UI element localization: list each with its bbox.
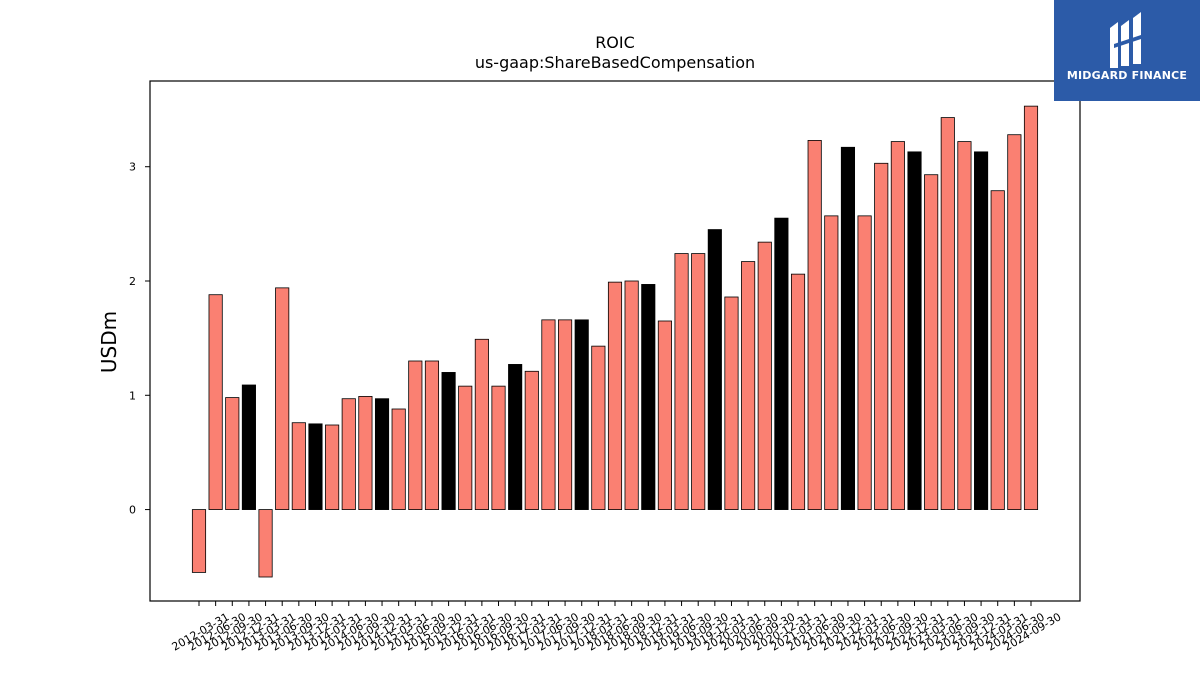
bar [275, 287, 290, 510]
bar [358, 396, 373, 510]
bar [441, 372, 456, 510]
bar [424, 360, 440, 510]
bar [807, 140, 822, 510]
bar [641, 284, 656, 510]
bar [774, 217, 789, 510]
bar [591, 345, 606, 510]
bar [890, 141, 905, 510]
bar [940, 117, 955, 510]
plot-frame [149, 80, 1081, 602]
y-axis: 0 1 2 3 [129, 161, 150, 517]
bar [824, 215, 839, 510]
y-tick-label: 0 [129, 504, 136, 517]
bar [907, 151, 922, 510]
bar [458, 385, 473, 510]
chart-title: ROIC [595, 33, 635, 52]
bar [957, 141, 972, 510]
midgard-logo-mark-icon [1110, 12, 1144, 68]
bar [707, 229, 722, 510]
x-axis: 2012-03-312012-06-302012-09-302012-12-31… [170, 601, 1064, 654]
bar [408, 360, 423, 510]
bar [308, 423, 323, 510]
bar [857, 215, 872, 510]
bar [990, 190, 1005, 510]
bar [241, 384, 256, 510]
bar [208, 294, 223, 510]
bar [225, 397, 240, 510]
bar [924, 174, 939, 510]
y-axis-label: USDm [97, 311, 121, 373]
logo-text: MIDGARD FINANCE [1066, 69, 1188, 82]
midgard-finance-logo: MIDGARD FINANCE [1054, 0, 1200, 101]
bar [191, 509, 207, 573]
y-tick-label: 2 [129, 275, 136, 288]
bar [1007, 134, 1022, 510]
y-tick-label: 1 [129, 389, 136, 402]
bar [508, 364, 523, 510]
bar [558, 319, 573, 510]
bar [874, 162, 889, 510]
bar [741, 261, 756, 510]
bar [491, 385, 506, 510]
bar [524, 370, 539, 510]
bar [1023, 105, 1039, 510]
bar [624, 280, 639, 510]
chart-subtitle: us-gaap:ShareBasedCompensation [475, 53, 755, 72]
bar [757, 241, 772, 510]
bar [258, 509, 273, 578]
bar [541, 319, 556, 510]
bar [325, 424, 340, 510]
bar [691, 253, 706, 510]
bar [374, 398, 390, 510]
y-tick-label: 3 [129, 161, 136, 174]
bar [607, 281, 623, 510]
bar [391, 408, 406, 510]
bars-group [191, 105, 1039, 578]
bar [291, 422, 306, 510]
bar [790, 273, 806, 510]
bar [674, 253, 689, 510]
bar [840, 146, 856, 510]
bar [341, 398, 356, 510]
bar [474, 338, 489, 510]
bar [574, 319, 589, 510]
bar [974, 151, 989, 510]
bar [657, 320, 672, 510]
bar [724, 296, 739, 510]
